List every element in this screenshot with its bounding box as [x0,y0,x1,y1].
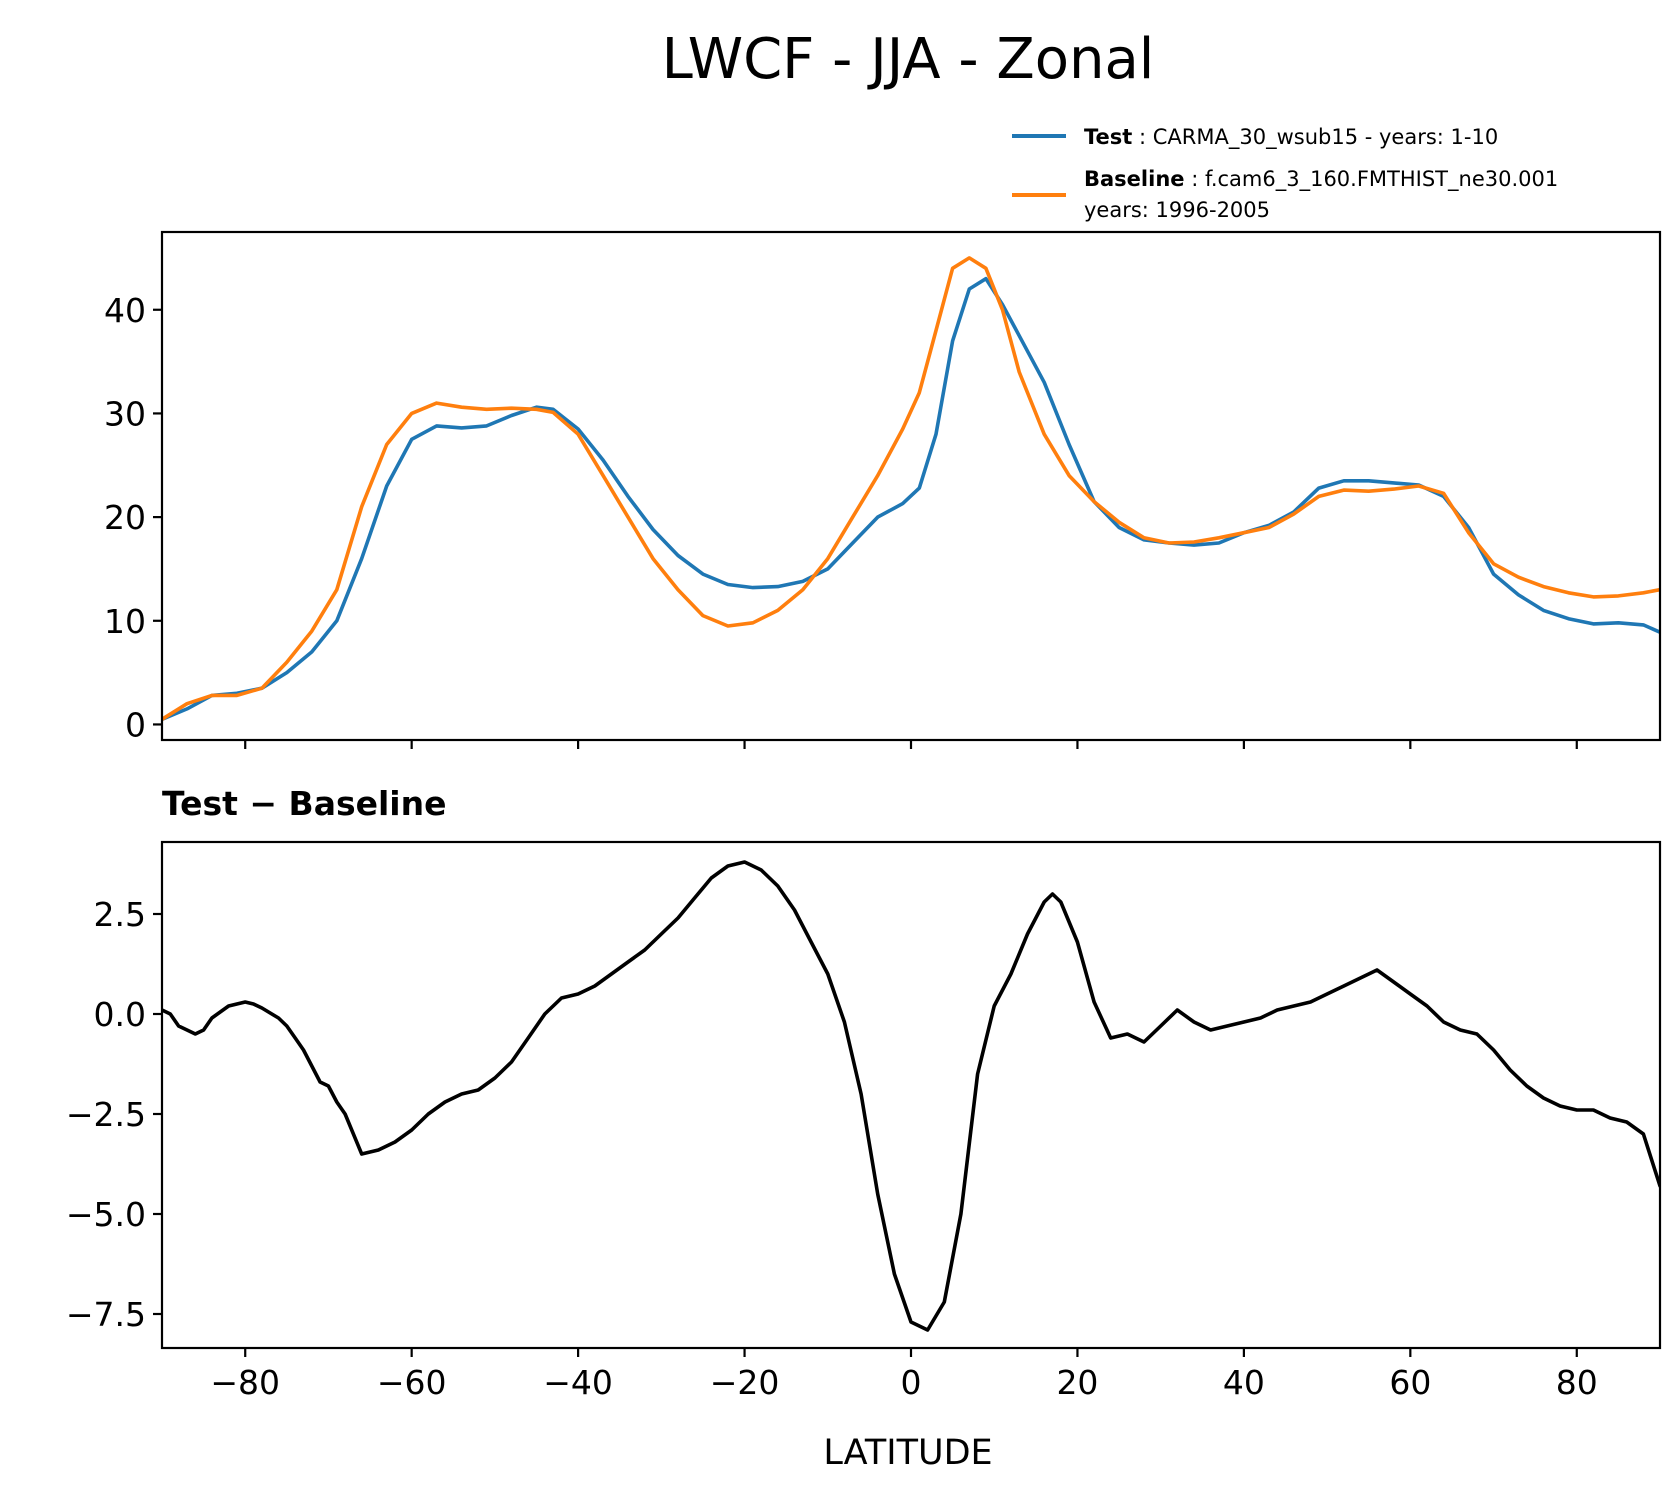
legend-name-test: Test [1084,125,1132,149]
bottom-xtick-label: −40 [543,1363,613,1402]
legend-name-baseline: Baseline [1084,167,1185,191]
bottom-ytick-label: 0.0 [94,995,146,1034]
legend-label-test: Test : CARMA_30_wsub15 - years: 1-10 [1084,125,1498,150]
bottom-xtick-label: 40 [1223,1363,1265,1402]
bottom-xtick-label: −20 [710,1363,780,1402]
chart-title: LWCF - JJA - Zonal [662,27,1155,92]
legend-desc-test: CARMA_30_wsub15 - years: 1-10 [1153,125,1498,150]
bottom-ytick-label: −5.0 [66,1195,146,1234]
difference-subtitle: Test − Baseline [162,784,447,823]
top-ytick-label: 40 [104,291,146,330]
top-series-test [162,276,1660,722]
bottom-xtick-label: 80 [1556,1363,1598,1402]
top-ytick-label: 0 [125,705,146,744]
bottom-ytick-label: 2.5 [94,895,146,934]
top-series-baseline [162,256,1660,722]
top-panel: 0 10 20 30 40 [104,230,1662,749]
bottom-axes-frame [160,840,1662,1350]
top-ytick-label: 10 [104,602,146,641]
legend-sep-test: : [1132,125,1152,149]
legend: Test : CARMA_30_wsub15 - years: 1-10 Bas… [1012,125,1558,222]
bottom-xtick-label: 0 [901,1363,922,1402]
bottom-xtick-label: 20 [1056,1363,1098,1402]
x-axis-label: LATITUDE [823,1433,992,1473]
top-ytick-label: 30 [104,394,146,433]
top-axes-frame [160,230,1662,742]
bottom-series-test-baseline [162,860,1660,1332]
legend-years-baseline: years: 1996-2005 [1084,198,1270,222]
legend-label-baseline: Baseline : f.cam6_3_160.FMTHIST_ne30.001 [1084,167,1558,192]
legend-sep-baseline: : [1185,167,1205,191]
bottom-ytick-label: −2.5 [66,1095,146,1134]
bottom-xtick-label: −80 [210,1363,280,1402]
bottom-xtick-label: 60 [1389,1363,1431,1402]
difference-panel: 2.5 0.0 −2.5 −5.0 −7.5 −80 −60 −40 −20 0 20 40 60 80 [66,840,1662,1402]
bottom-ytick-label: −7.5 [66,1295,146,1334]
bottom-xtick-label: −60 [377,1363,447,1402]
top-ytick-label: 20 [104,498,146,537]
legend-desc-baseline: f.cam6_3_160.FMTHIST_ne30.001 [1205,167,1558,192]
